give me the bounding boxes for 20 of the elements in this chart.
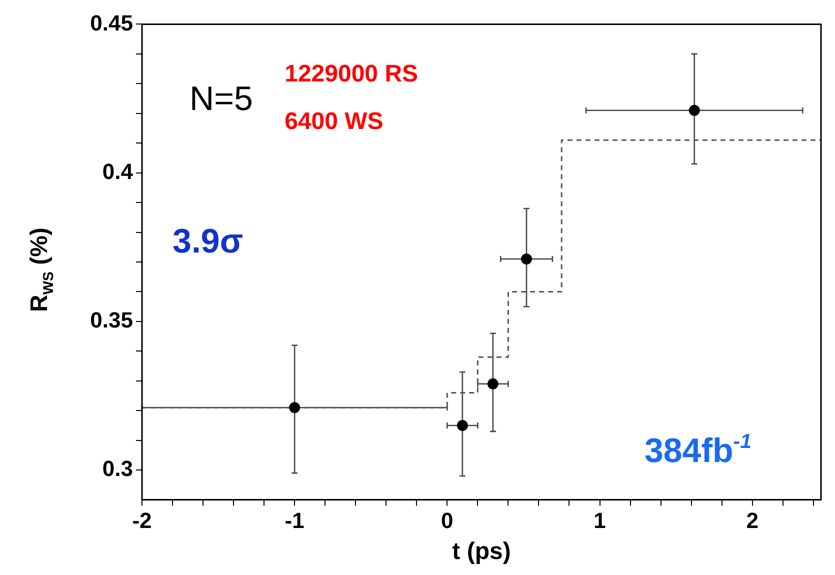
annotation: N=5	[190, 80, 253, 118]
point	[289, 402, 300, 414]
x-tick-label: 1	[594, 508, 606, 534]
y-tick-label: 0.4	[102, 158, 134, 184]
x-tick-label: 2	[746, 508, 758, 534]
y-axis-title: RWS (%)	[26, 227, 57, 312]
y-tick-label: 0.35	[90, 308, 133, 333]
y-tick-label: 0.45	[90, 10, 133, 36]
point	[456, 420, 468, 431]
point	[487, 378, 498, 390]
annotation: 3.9σ	[172, 222, 244, 260]
x-axis-title: t (ps)	[452, 538, 511, 566]
annotation: 1229000 RS	[284, 60, 418, 88]
annotation: 6400 WS	[284, 108, 384, 135]
y-tick-label: 0.3	[102, 456, 133, 482]
x-tick-label: 0	[441, 508, 454, 534]
x-tick-label: -2	[132, 508, 152, 534]
point	[521, 254, 532, 265]
point	[688, 104, 700, 116]
x-tick-label: -1	[284, 508, 304, 534]
